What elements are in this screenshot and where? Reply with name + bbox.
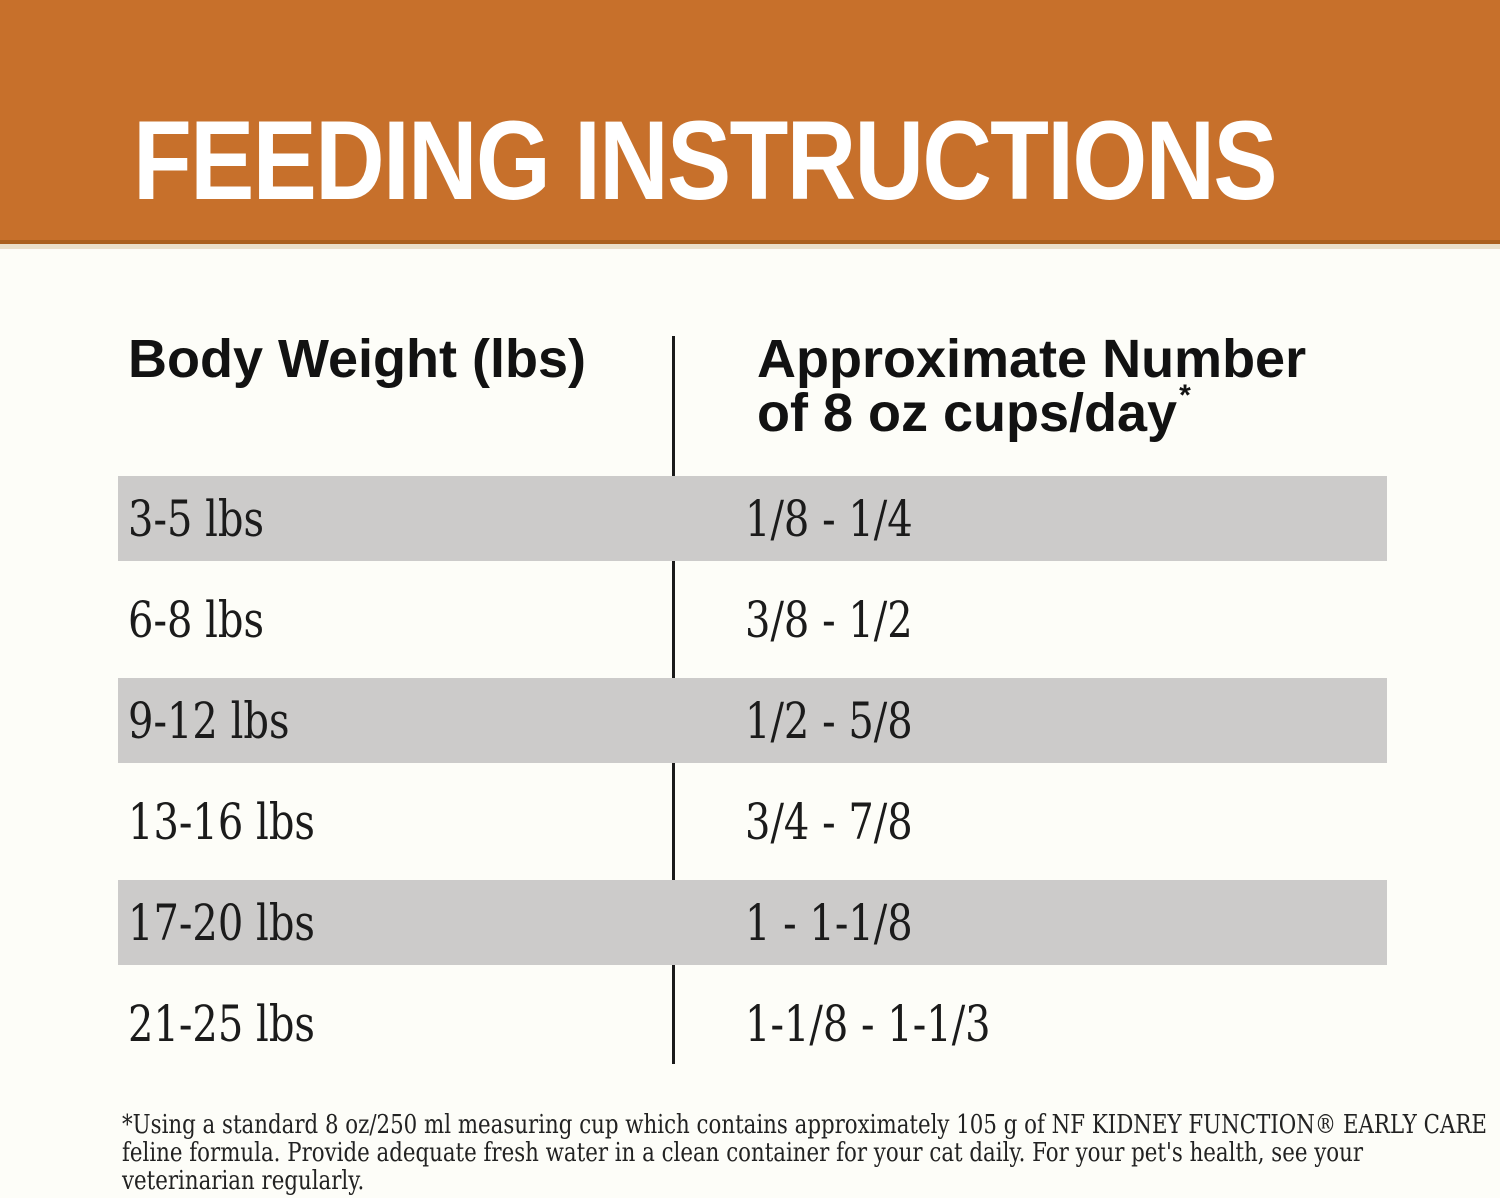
table-row: 6-8 lbs 3/8 - 1/2: [118, 569, 1387, 670]
table-row: 9-12 lbs 1/2 - 5/8: [118, 670, 1387, 771]
column-header-cups-line2: of 8 oz cups/day: [757, 383, 1178, 443]
footnote: *Using a standard 8 oz/250 ml measuring …: [122, 1111, 1500, 1195]
cups-per-day-cell: 3/8 - 1/2: [745, 590, 913, 649]
table-row: 21-25 lbs 1-1/8 - 1-1/3: [118, 973, 1387, 1074]
footnote-line: veterinarian regularly.: [122, 1166, 365, 1196]
table-row: 13-16 lbs 3/4 - 7/8: [118, 771, 1387, 872]
cups-per-day-cell: 1/2 - 5/8: [745, 691, 913, 750]
feeding-table-rows: 3-5 lbs 1/8 - 1/4 6-8 lbs 3/8 - 1/2 9-12…: [118, 468, 1387, 1074]
body-weight-cell: 21-25 lbs: [128, 994, 315, 1053]
body-weight-cell: 17-20 lbs: [128, 893, 315, 952]
footnote-line: *Using a standard 8 oz/250 ml measuring …: [122, 1110, 1487, 1140]
column-header-cups-line1: Approximate Number: [757, 329, 1307, 389]
body-weight-cell: 9-12 lbs: [128, 691, 290, 750]
banner-divider-strip: [0, 244, 1500, 249]
cups-per-day-cell: 3/4 - 7/8: [745, 792, 913, 851]
column-header-body-weight: Body Weight (lbs): [128, 329, 586, 389]
page-title: FEEDING INSTRUCTIONS: [133, 98, 1278, 223]
table-row: 3-5 lbs 1/8 - 1/4: [118, 468, 1387, 569]
table-row: 17-20 lbs 1 - 1-1/8: [118, 872, 1387, 973]
cups-per-day-cell: 1-1/8 - 1-1/3: [745, 994, 991, 1053]
cups-per-day-cell: 1/8 - 1/4: [745, 489, 913, 548]
body-weight-cell: 6-8 lbs: [128, 590, 265, 649]
header-banner: FEEDING INSTRUCTIONS: [0, 0, 1500, 244]
footnote-line: feline formula. Provide adequate fresh w…: [122, 1138, 1364, 1168]
asterisk-superscript: *: [1179, 379, 1191, 412]
body-weight-cell: 13-16 lbs: [128, 792, 315, 851]
column-header-cups: Approximate Number of 8 oz cups/day*: [757, 332, 1306, 449]
body-weight-cell: 3-5 lbs: [128, 489, 265, 548]
cups-per-day-cell: 1 - 1-1/8: [745, 893, 913, 952]
